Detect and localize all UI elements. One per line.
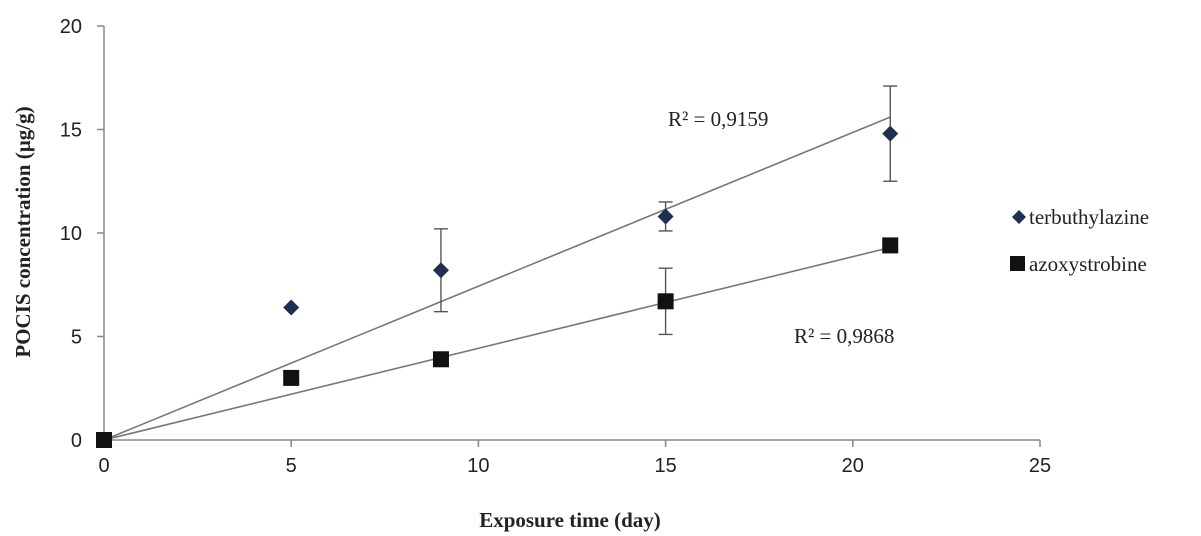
x-tick-label: 15 <box>654 455 676 477</box>
x-tick-label: 0 <box>98 455 109 477</box>
x-tick-label: 20 <box>842 455 864 477</box>
point-azoxystrobine <box>96 432 112 448</box>
x-tick-label: 25 <box>1029 455 1051 477</box>
x-axis-title: Exposure time (day) <box>479 508 661 532</box>
point-azoxystrobine <box>657 293 674 310</box>
trendline-terbuthylazine <box>103 116 891 441</box>
y-tick-label: 5 <box>71 327 82 349</box>
axes: 0 5 10 15 20 0 5 10 15 20 25 <box>60 16 1051 477</box>
legend-marker-azoxystrobine <box>1010 256 1025 271</box>
r-squared-azoxystrobine: R² = 0,9868 <box>794 324 894 348</box>
point-azoxystrobine <box>882 237 899 254</box>
point-azoxystrobine <box>432 351 449 368</box>
legend: terbuthylazine azoxystrobine <box>1010 205 1149 276</box>
y-tick-label: 0 <box>71 430 82 452</box>
y-tick-label: 15 <box>60 120 82 142</box>
y-axis-title: POCIS concentration (µg/g) <box>11 106 35 357</box>
x-tick-label: 5 <box>286 455 297 477</box>
legend-label-azoxystrobine: azoxystrobine <box>1029 252 1147 276</box>
legend-label-terbuthylazine: terbuthylazine <box>1029 205 1149 229</box>
point-terbuthylazine <box>432 262 449 279</box>
point-terbuthylazine <box>283 299 300 316</box>
x-tick-label: 10 <box>467 455 489 477</box>
r-squared-terbuthylazine: R² = 0,9159 <box>668 107 768 131</box>
legend-marker-terbuthylazine <box>1012 210 1026 224</box>
trendlines <box>103 116 891 441</box>
y-tick-label: 10 <box>60 223 82 245</box>
point-terbuthylazine <box>882 125 899 142</box>
point-azoxystrobine <box>283 369 300 386</box>
trendline-azoxystrobine <box>103 246 891 441</box>
y-tick-label: 20 <box>60 16 82 38</box>
point-terbuthylazine <box>657 208 674 225</box>
data-points <box>96 125 899 448</box>
